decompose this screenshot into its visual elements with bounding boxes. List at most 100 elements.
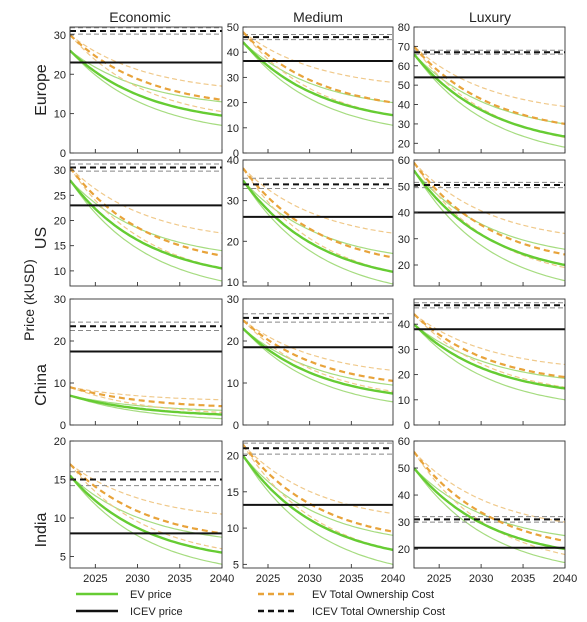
series-line-ev-tco	[70, 463, 222, 535]
row-label-india: India	[33, 513, 50, 548]
y-tick-label: 10	[398, 395, 410, 407]
series-line-ev-tco	[243, 443, 393, 533]
y-tick-label: 30	[54, 30, 66, 42]
y-tick-label: 60	[398, 436, 410, 448]
series-line-ev-tco-band	[414, 313, 565, 366]
series-line-ev-band	[414, 467, 565, 564]
panel-frame	[242, 440, 394, 569]
y-tick-label: 50	[398, 463, 410, 475]
panel-us-economic: 10 15 20 25 30	[54, 159, 223, 287]
series-group	[243, 313, 393, 403]
y-tick-label: 5	[60, 551, 66, 563]
y-tick-label: 15	[227, 487, 239, 499]
x-tick-label: 2035	[339, 573, 363, 585]
panel-us-luxury: 20 30 40 50 60	[398, 155, 566, 287]
y-tick-label: 20	[54, 336, 66, 348]
legend: EV price EV Total Ownership Cost ICEV pr…	[76, 589, 445, 618]
series-line-ev-tco-band	[414, 451, 565, 523]
series-line-ev-tco-band	[70, 34, 222, 87]
y-tick-label: 50	[398, 80, 410, 92]
series-line-ev	[70, 474, 222, 554]
series-line-ev-band	[414, 53, 565, 148]
series-line-ev-tco	[414, 313, 565, 379]
panel-us-medium: 10 20 30 40	[227, 155, 394, 289]
y-tick-label: 50	[227, 22, 239, 34]
series-line-ev-tco	[414, 451, 565, 543]
series-line-ev-tco-band	[70, 34, 222, 113]
series-group	[414, 161, 565, 282]
row-label-china: China	[33, 364, 50, 406]
series-line-ev	[414, 467, 565, 551]
series-line-ev	[243, 41, 393, 117]
y-tick-label: 20	[54, 69, 66, 81]
column-title-economic: Economic	[109, 9, 170, 25]
panel-europe-medium: 0 10 20 30 40 50	[227, 22, 394, 160]
panel-europe-economic: 0 10 20 30	[54, 26, 223, 160]
y-tick-label: 20	[227, 336, 239, 348]
panel-frame	[413, 159, 566, 287]
y-tick-label: 20	[398, 260, 410, 272]
y-tick-label: 30	[54, 294, 66, 306]
series-line-ev	[414, 323, 565, 390]
y-tick-label: 10	[54, 513, 66, 525]
series-line-ev-band	[70, 50, 222, 126]
panel-frame	[69, 26, 223, 154]
x-tick-label: 2035	[511, 573, 535, 585]
series-line-ev-tco	[243, 167, 393, 259]
series-line-ev	[243, 454, 393, 552]
series-line-ev-band	[243, 327, 393, 403]
y-tick-label: 30	[54, 165, 66, 177]
series-line-ev-band	[70, 475, 222, 565]
series-line-ev-band	[414, 170, 565, 282]
series-line-ev-band	[243, 455, 393, 565]
y-tick-label: 30	[398, 517, 410, 529]
panel-india-medium: 5 10 15 20 2025 2030 2035 2040	[227, 440, 405, 585]
y-tick-label: 30	[227, 72, 239, 84]
y-tick-label: 20	[398, 544, 410, 556]
series-line-ev-tco-band	[70, 463, 222, 550]
x-tick-label: 2025	[256, 573, 280, 585]
series-group	[243, 167, 393, 285]
panel-china-economic: 0 10 20 30	[54, 294, 223, 432]
series-line-ev	[70, 179, 222, 270]
y-tick-label: 40	[398, 490, 410, 502]
panel-frame	[413, 26, 566, 154]
y-tick-label: 0	[404, 420, 410, 432]
row-labels: Europe US China India	[33, 64, 50, 547]
panel-frame	[242, 26, 394, 154]
y-tick-label: 0	[60, 420, 66, 432]
series-line-ev-tco-band	[70, 463, 222, 515]
series-line-ev-tco	[243, 31, 393, 104]
panels: 0102030010203040502030405060708010152025…	[54, 22, 577, 585]
series-line-ev-band	[70, 50, 222, 103]
y-tick-label: 20	[54, 436, 66, 448]
series-line-ev-band	[243, 455, 393, 536]
y-tick-label: 20	[398, 370, 410, 382]
series-line-ev-band	[70, 395, 222, 411]
panel-frame	[69, 440, 223, 569]
x-tick-label: 2040	[381, 573, 405, 585]
series-line-ev	[414, 169, 565, 267]
series-line-ev-tco-band	[70, 386, 222, 413]
series-line-ev-tco-band	[414, 162, 565, 269]
series-line-ev-tco-band	[243, 31, 393, 116]
series-line-ev-tco-band	[414, 46, 565, 139]
legend-label-ev-tco: EV Total Ownership Cost	[312, 589, 434, 601]
series-group	[414, 45, 565, 148]
series-group	[414, 302, 565, 401]
series-line-ev	[243, 327, 393, 395]
series-line-ev-tco-band	[70, 167, 222, 234]
series-line-ev	[243, 179, 393, 273]
y-tick-label: 0	[60, 148, 66, 160]
panel-frame	[413, 298, 566, 426]
y-tick-label: 20	[54, 215, 66, 227]
panel-europe-luxury: 20 30 40 50 60 70 80	[398, 22, 566, 154]
panel-frame	[242, 298, 394, 426]
x-tick-label: 2035	[168, 573, 192, 585]
series-line-ev-tco-band	[243, 319, 393, 371]
y-tick-label: 20	[227, 98, 239, 110]
y-tick-label: 80	[398, 22, 410, 34]
x-tick-label: 2040	[210, 573, 234, 585]
y-tick-label: 30	[398, 119, 410, 131]
y-tick-label: 10	[227, 277, 239, 289]
